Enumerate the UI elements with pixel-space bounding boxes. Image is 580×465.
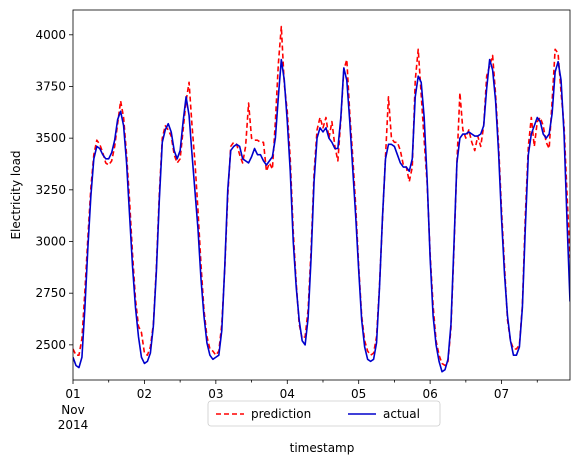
x-tick-sublabel-year: 2014	[58, 418, 89, 432]
y-tick-label: 3000	[35, 235, 66, 249]
y-tick-label: 3500	[35, 131, 66, 145]
y-tick-label: 3250	[35, 183, 66, 197]
x-tick-label: 01	[65, 387, 80, 401]
y-axis: 2500 2750 3000 3250 3500 3750 4000	[35, 28, 73, 352]
legend-frame	[207, 400, 441, 427]
x-tick-label: 07	[494, 387, 509, 401]
x-axis-label: timestamp	[290, 441, 355, 455]
legend: prediction actual	[207, 400, 441, 427]
x-tick-label: 06	[422, 387, 437, 401]
series-layer	[73, 25, 570, 373]
plot-frame	[72, 9, 571, 381]
plot-area	[73, 10, 570, 380]
y-tick-label: 4000	[35, 28, 66, 42]
x-tick-label: 02	[137, 387, 152, 401]
y-tick-label: 3750	[35, 79, 66, 93]
series-line-prediction	[73, 25, 570, 367]
x-tick-sublabel-month: Nov	[61, 403, 84, 417]
series-line-actual	[73, 58, 570, 373]
x-tick-label: 05	[351, 387, 366, 401]
y-tick-label: 2750	[35, 286, 66, 300]
legend-label-prediction: prediction	[251, 407, 311, 421]
x-tick-label: 03	[208, 387, 223, 401]
x-tick-label: 04	[280, 387, 295, 401]
y-tick-label: 2500	[35, 338, 66, 352]
y-axis-label: Electricity load	[9, 150, 23, 239]
legend-label-actual: actual	[383, 407, 420, 421]
